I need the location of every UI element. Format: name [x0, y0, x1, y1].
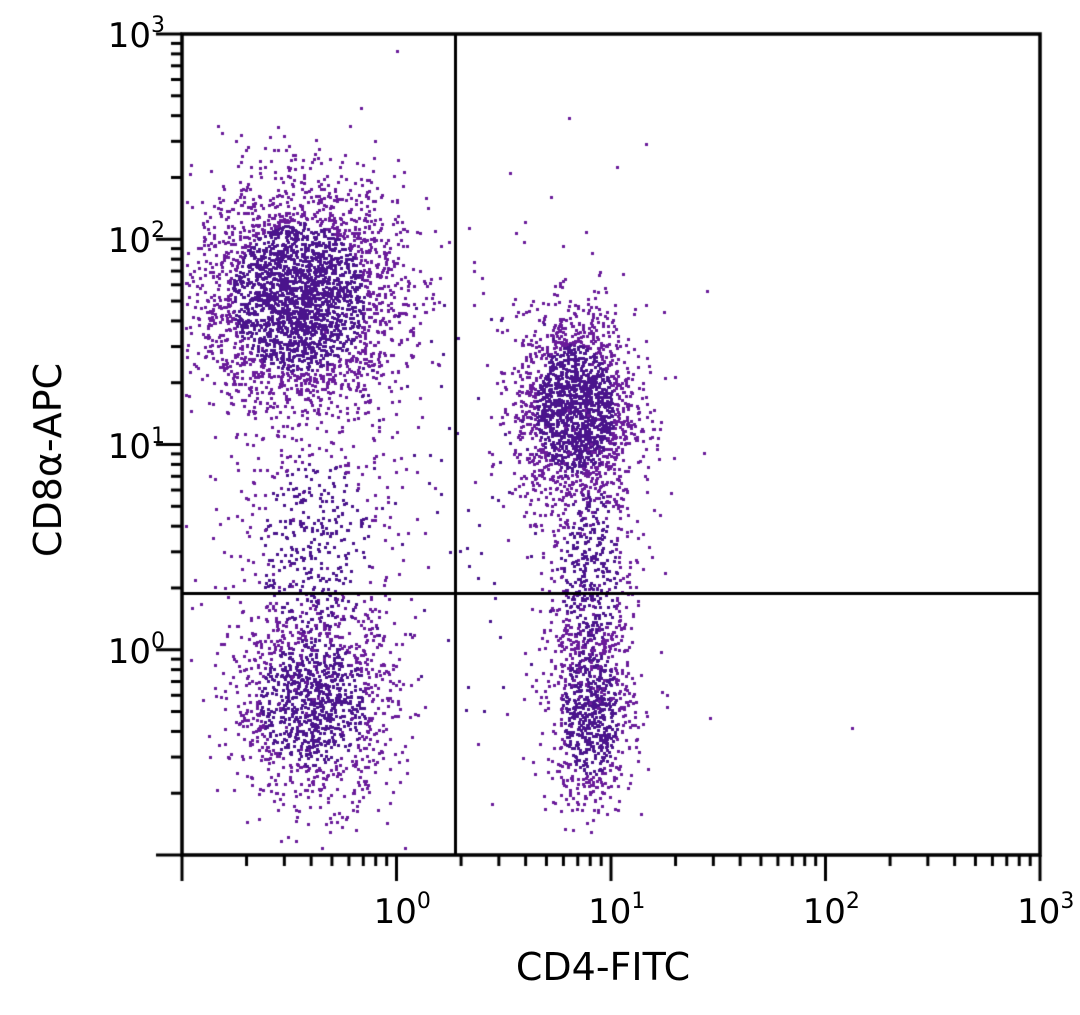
y-tick-label: 103	[107, 13, 165, 56]
y-tick-label: 102	[107, 218, 165, 262]
y-axis-title: CD8α-APC	[26, 362, 70, 558]
x-tick-label: 103	[1017, 889, 1075, 932]
x-tick-label: 100	[373, 889, 431, 932]
x-tick-label: 102	[802, 889, 860, 932]
y-tick-label: 100	[107, 628, 165, 672]
x-tick-label: 101	[588, 889, 646, 932]
x-axis-title: CD4-FITC	[515, 945, 691, 989]
y-tick-label: 101	[107, 423, 165, 467]
